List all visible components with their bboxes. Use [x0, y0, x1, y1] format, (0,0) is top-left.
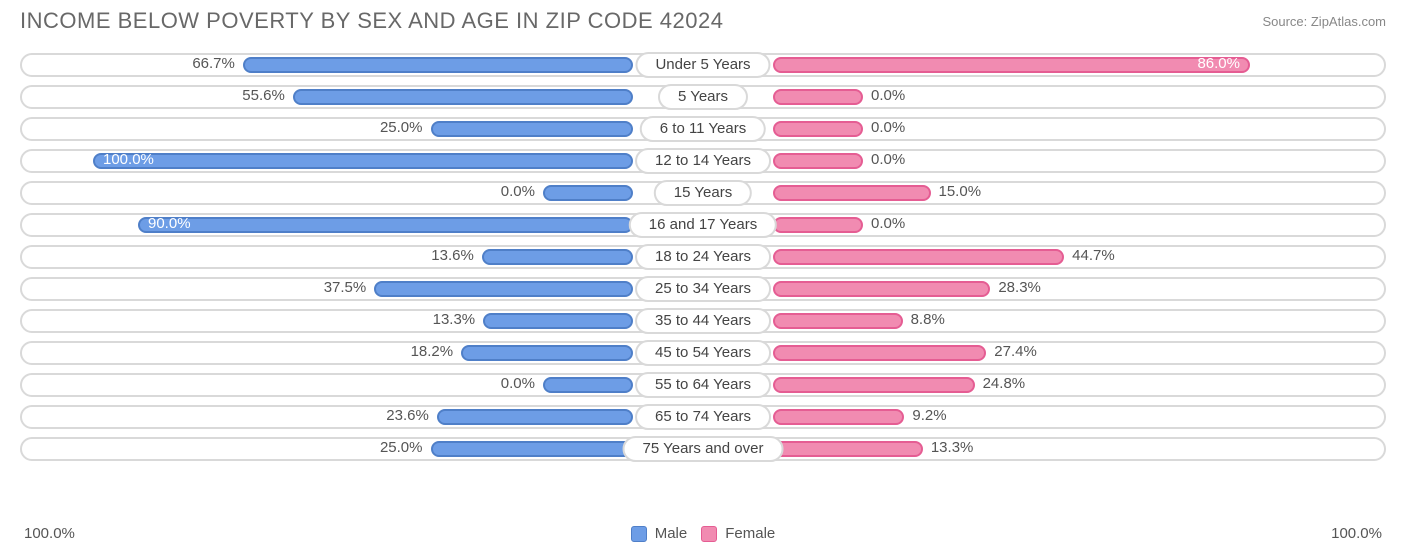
male-value: 100.0%: [103, 151, 154, 168]
legend: Male Female: [631, 525, 776, 542]
male-value: 23.6%: [386, 407, 429, 424]
row-label: 25 to 34 Years: [635, 276, 771, 302]
row-label: 6 to 11 Years: [640, 116, 766, 142]
female-value: 9.2%: [912, 407, 946, 424]
row-label: 65 to 74 Years: [635, 404, 771, 430]
chart-row: 0.0% 15.0% 15 Years: [20, 180, 1386, 206]
male-bar: [293, 89, 633, 105]
legend-swatch-female: [701, 526, 717, 542]
male-value: 0.0%: [501, 375, 535, 392]
male-value: 18.2%: [411, 343, 454, 360]
male-value: 13.3%: [433, 311, 476, 328]
male-bar: [461, 345, 633, 361]
female-value: 24.8%: [983, 375, 1026, 392]
male-value: 37.5%: [324, 279, 367, 296]
female-bar: [773, 217, 863, 233]
female-bar: [773, 409, 904, 425]
male-value: 66.7%: [192, 55, 235, 72]
chart-row: 25.0% 0.0% 6 to 11 Years: [20, 116, 1386, 142]
male-bar: [543, 185, 633, 201]
female-value: 13.3%: [931, 439, 974, 456]
male-bar: [483, 313, 633, 329]
chart-footer: 100.0% Male Female 100.0%: [0, 525, 1406, 542]
female-value: 0.0%: [871, 87, 905, 104]
chart-row: 13.6% 44.7% 18 to 24 Years: [20, 244, 1386, 270]
female-bar: [773, 281, 990, 297]
male-bar: [431, 121, 634, 137]
female-value: 15.0%: [939, 183, 982, 200]
female-bar: [773, 345, 986, 361]
female-bar: [773, 377, 975, 393]
male-value: 13.6%: [431, 247, 474, 264]
chart-row: 37.5% 28.3% 25 to 34 Years: [20, 276, 1386, 302]
row-label: 5 Years: [658, 84, 748, 110]
male-bar: [243, 57, 633, 73]
female-value: 8.8%: [911, 311, 945, 328]
female-bar: [773, 89, 863, 105]
male-value: 25.0%: [380, 119, 423, 136]
row-label: 35 to 44 Years: [635, 308, 771, 334]
axis-max-left: 100.0%: [24, 525, 75, 542]
chart-row: 55.6% 0.0% 5 Years: [20, 84, 1386, 110]
female-bar: [773, 153, 863, 169]
male-bar: [374, 281, 633, 297]
male-bar: [482, 249, 633, 265]
female-value: 0.0%: [871, 119, 905, 136]
female-bar: [773, 185, 931, 201]
chart-row: 25.0% 13.3% 75 Years and over: [20, 436, 1386, 462]
female-bar: [773, 249, 1064, 265]
row-label: Under 5 Years: [635, 52, 770, 78]
male-bar: [93, 153, 633, 169]
chart-row: 18.2% 27.4% 45 to 54 Years: [20, 340, 1386, 366]
legend-swatch-male: [631, 526, 647, 542]
row-label: 16 and 17 Years: [629, 212, 777, 238]
chart-row: 100.0% 0.0% 12 to 14 Years: [20, 148, 1386, 174]
row-label: 55 to 64 Years: [635, 372, 771, 398]
row-label: 15 Years: [654, 180, 752, 206]
legend-label-male: Male: [655, 525, 688, 542]
female-bar: [773, 441, 923, 457]
legend-item-female: Female: [701, 525, 775, 542]
row-label: 45 to 54 Years: [635, 340, 771, 366]
chart-title: INCOME BELOW POVERTY BY SEX AND AGE IN Z…: [20, 8, 723, 34]
axis-max-right: 100.0%: [1331, 525, 1382, 542]
female-bar: [773, 313, 903, 329]
chart-row: 23.6% 9.2% 65 to 74 Years: [20, 404, 1386, 430]
chart-row: 90.0% 0.0% 16 and 17 Years: [20, 212, 1386, 238]
male-value: 0.0%: [501, 183, 535, 200]
row-label: 12 to 14 Years: [635, 148, 771, 174]
row-label: 75 Years and over: [623, 436, 784, 462]
chart-row: 13.3% 8.8% 35 to 44 Years: [20, 308, 1386, 334]
female-bar: [773, 121, 863, 137]
female-value: 44.7%: [1072, 247, 1115, 264]
female-value: 27.4%: [994, 343, 1037, 360]
female-value: 0.0%: [871, 215, 905, 232]
female-value: 28.3%: [998, 279, 1041, 296]
legend-label-female: Female: [725, 525, 775, 542]
female-value: 0.0%: [871, 151, 905, 168]
male-value: 55.6%: [242, 87, 285, 104]
legend-item-male: Male: [631, 525, 688, 542]
male-bar: [437, 409, 633, 425]
female-value: 86.0%: [1197, 55, 1240, 72]
male-bar: [431, 441, 634, 457]
male-value: 90.0%: [148, 215, 191, 232]
chart-row: 0.0% 24.8% 55 to 64 Years: [20, 372, 1386, 398]
male-value: 25.0%: [380, 439, 423, 456]
male-bar: [138, 217, 633, 233]
chart-rows-container: 66.7% 86.0% Under 5 Years 55.6% 0.0% 5 Years 2…: [0, 34, 1406, 462]
female-bar: [773, 57, 1250, 73]
male-bar: [543, 377, 633, 393]
row-label: 18 to 24 Years: [635, 244, 771, 270]
chart-row: 66.7% 86.0% Under 5 Years: [20, 52, 1386, 78]
chart-source: Source: ZipAtlas.com: [1262, 14, 1386, 29]
